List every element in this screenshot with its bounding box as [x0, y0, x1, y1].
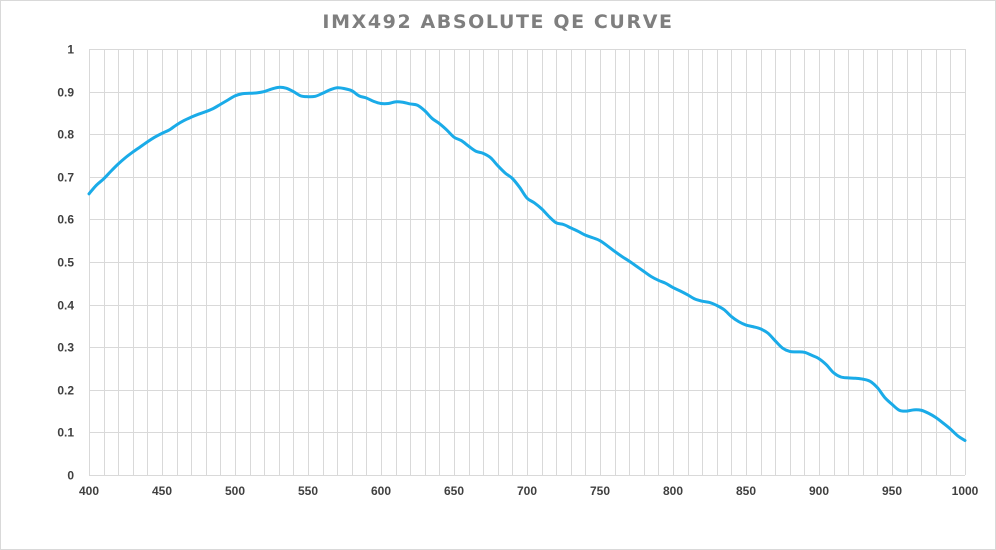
- x-tick-label: 500: [225, 484, 245, 498]
- x-tick-label: 600: [371, 484, 391, 498]
- y-tick-label: 0.2: [57, 384, 74, 398]
- y-tick-label: 0.9: [57, 86, 74, 100]
- x-axis-tick-labels: 400 450 500 550 600 650 700 750 800 850 900 950 1000: [79, 484, 979, 498]
- y-tick-label: 0.7: [57, 171, 74, 185]
- x-tick-label: 800: [663, 484, 683, 498]
- y-tick-label: 0.1: [57, 426, 74, 440]
- x-tick-label: 750: [590, 484, 610, 498]
- qe-curve-line: [87, 85, 967, 442]
- x-tick-label: 650: [444, 484, 464, 498]
- x-tick-label: 850: [736, 484, 756, 498]
- y-axis-tick-labels: 0 0.1 0.2 0.3 0.4 0.5 0.6 0.7 0.8 0.9 1: [57, 43, 74, 483]
- y-tick-label: 0.6: [57, 213, 74, 227]
- y-tick-label: 0.8: [57, 128, 74, 142]
- y-tick-label: 1: [67, 43, 74, 57]
- x-tick-label: 550: [298, 484, 318, 498]
- x-tick-label: 700: [517, 484, 537, 498]
- x-tick-label: 900: [809, 484, 829, 498]
- y-tick-label: 0.3: [57, 341, 74, 355]
- x-tick-label: 1000: [952, 484, 979, 498]
- y-tick-label: 0.5: [57, 256, 74, 270]
- y-tick-label: 0: [67, 469, 74, 483]
- horizontal-gridlines: [89, 49, 965, 476]
- x-tick-label: 400: [79, 484, 99, 498]
- x-tick-label: 950: [882, 484, 902, 498]
- x-tick-label: 450: [152, 484, 172, 498]
- y-tick-label: 0.4: [57, 299, 74, 313]
- chart-title: IMX492 ABSOLUTE QE CURVE: [322, 11, 674, 33]
